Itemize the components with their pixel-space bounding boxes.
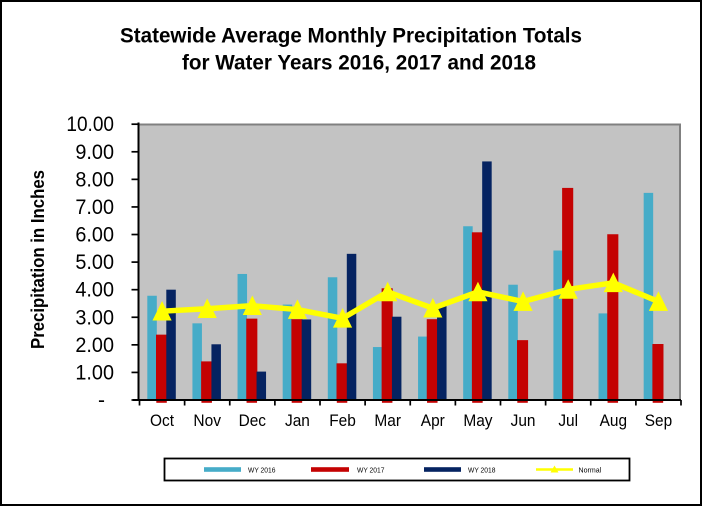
svg-text:Jul: Jul (558, 412, 578, 430)
svg-text:2.00: 2.00 (75, 334, 114, 357)
svg-text:Jun: Jun (511, 412, 536, 430)
svg-text:WY 2017: WY 2017 (357, 465, 385, 474)
svg-text:for Water Years 2016, 2017 and: for Water Years 2016, 2017 and 2018 (182, 52, 536, 75)
svg-text:May: May (463, 412, 493, 430)
svg-text:Oct: Oct (150, 412, 174, 430)
svg-text:4.00: 4.00 (75, 279, 114, 302)
svg-text:3.00: 3.00 (75, 306, 114, 329)
svg-text:Normal: Normal (579, 465, 602, 474)
svg-text:5.00: 5.00 (75, 251, 114, 274)
svg-text:1.00: 1.00 (75, 361, 114, 384)
svg-text:Dec: Dec (239, 412, 266, 430)
svg-text:Sep: Sep (645, 412, 672, 430)
svg-text:Nov: Nov (193, 412, 221, 430)
svg-text:Feb: Feb (329, 412, 356, 430)
svg-text:Mar: Mar (374, 412, 401, 430)
svg-text:6.00: 6.00 (75, 224, 114, 247)
svg-text:WY 2016: WY 2016 (248, 465, 276, 474)
svg-text:-: - (98, 389, 105, 412)
svg-text:9.00: 9.00 (75, 141, 114, 164)
svg-text:Jan: Jan (285, 412, 310, 430)
svg-text:8.00: 8.00 (75, 168, 114, 191)
svg-text:Apr: Apr (421, 412, 445, 430)
svg-text:Statewide Average Monthly Prec: Statewide Average Monthly Precipitation … (120, 25, 582, 48)
svg-text:WY 2018: WY 2018 (468, 465, 496, 474)
svg-text:Aug: Aug (600, 412, 627, 430)
svg-text:7.00: 7.00 (75, 196, 114, 219)
svg-text:Precipitation in Inches: Precipitation in Inches (28, 170, 48, 349)
svg-text:10.00: 10.00 (66, 113, 114, 136)
